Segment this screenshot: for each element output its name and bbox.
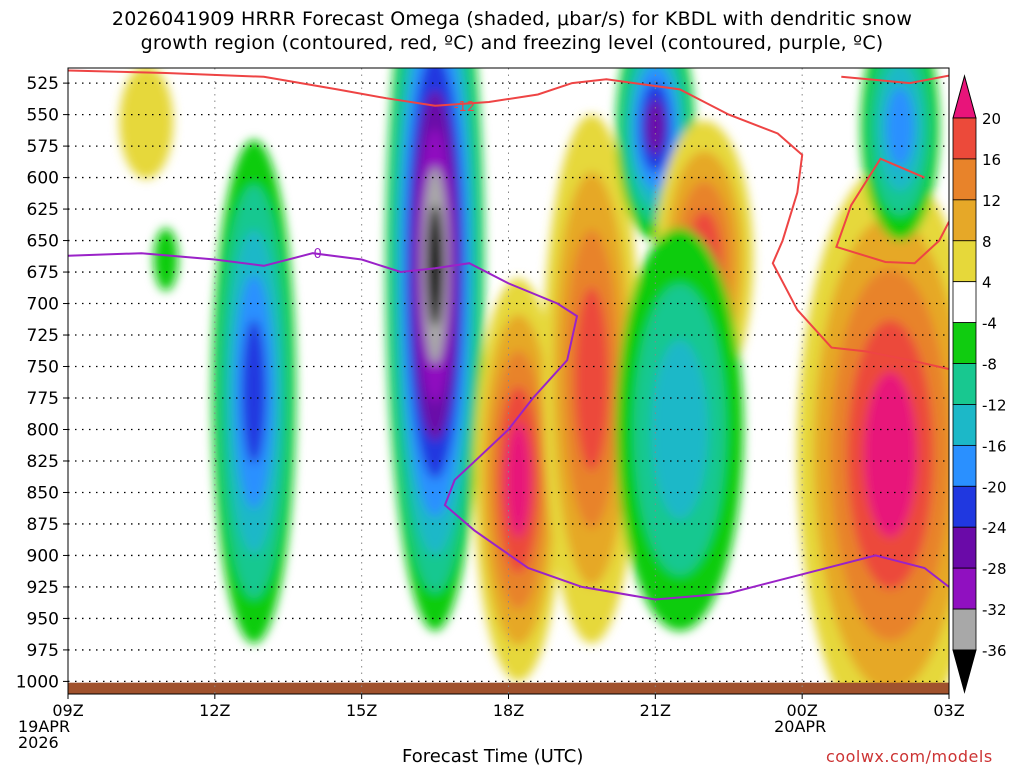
colorbar-bin [952,240,977,283]
x-tick-label: 18Z [493,701,524,720]
y-tick-label: 800 [27,420,59,440]
freezing-level-contour [68,252,949,601]
y-tick-label: 850 [27,483,59,503]
colorbar-bin [952,363,977,405]
colorbar-label: 12 [982,192,1001,210]
colorbar-label: 8 [982,233,992,251]
contour-lines: -12 0 [68,69,949,601]
colorbar: 20 16 12 8 4 -4 -8 -12 -16 -20 -24 -28 -32 -36 [952,74,1007,694]
omega-region-sinking-low-level [505,422,531,538]
y-tick-label: 600 [27,169,59,189]
y-tick-label: 775 [27,389,59,409]
x-tick-label: 12Z [199,701,230,720]
colorbar-label: -28 [982,560,1007,578]
colorbar-label: -36 [982,642,1007,660]
colorbar-bin [952,322,977,364]
y-tick-label: 975 [27,641,59,661]
omega-field [119,68,949,694]
x-tick-label: 15Z [346,701,377,720]
x-tick-label: 09Z [52,701,83,720]
omega-region-sinking-core [119,68,174,179]
x-tick-label: 2026 [18,733,59,752]
y-tick-label: 575 [27,137,59,157]
colorbar-label: 4 [982,274,992,292]
grid-lines [68,68,949,694]
colorbar-bin [952,117,977,160]
colorbar-bin [952,404,977,446]
chart-title-line1: 2026041909 HRRR Forecast Omega (shaded, … [111,8,913,30]
chart-title-line2: growth region (contoured, red, ºC) and f… [140,32,884,54]
omega-region-early-rising [242,319,266,464]
omega-region-strong-rising-core [426,204,444,327]
colorbar-bin [952,567,977,610]
omega-shading [68,68,949,694]
y-tick-label: 675 [27,263,59,283]
y-tick-label: 750 [27,358,59,378]
y-tick-label: 875 [27,515,59,535]
y-tick-label: 950 [27,609,59,629]
y-tick-label: 1000 [16,672,59,692]
dgz-contour-right [835,157,949,265]
colorbar-label: -4 [982,315,997,333]
colorbar-bottom-arrow [952,649,977,694]
colorbar-bin [952,485,977,528]
y-tick-label: 550 [27,106,59,126]
y-tick-label: 925 [27,578,59,598]
x-tick-label: 19APR [18,717,70,736]
colorbar-label: -20 [982,478,1007,496]
colorbar-label: -8 [982,356,997,374]
colorbar-bin [952,199,977,242]
x-axis-label: Forecast Time (UTC) [402,746,584,767]
x-tick-label: 03Z [933,701,964,720]
y-tick-label: 725 [27,326,59,346]
colorbar-top-arrow [952,74,977,119]
colorbar-label: -12 [982,396,1007,414]
dgz-contour [68,69,949,370]
y-tick-label: 825 [27,452,59,472]
x-tick-label: 21Z [640,701,671,720]
x-tick-label: 20APR [774,717,826,736]
x-tick-label: 00Z [787,701,818,720]
omega-region-sinking-late-core [863,371,917,538]
colorbar-bin [952,158,977,201]
colorbar-label: -16 [982,437,1007,455]
dgz-label: -12 [454,100,475,115]
colorbar-label: 16 [982,151,1001,169]
colorbar-bin [952,281,977,324]
y-tick-label: 625 [27,200,59,220]
colorbar-label: 20 [982,110,1001,128]
y-tick-label: 900 [27,546,59,566]
y-tick-label: 700 [27,295,59,315]
y-axis: 525 550 575 600 625 650 675 700 725 750 775 800 825 8… [16,74,68,692]
omega-region-rising-late-upper [886,87,914,167]
omega-region-sinking-mid [574,287,609,472]
y-tick-label: 650 [27,232,59,252]
dgz-contour-upper [841,74,949,85]
colorbar-bin [952,526,977,569]
colorbar-label: -32 [982,601,1007,619]
ground-band [68,682,949,694]
colorbar-label: -24 [982,519,1007,537]
colorbar-bin [952,608,977,651]
freezing-level-label: 0 [313,247,321,262]
colorbar-bin [952,444,977,487]
omega-region-weak-rising [153,227,179,291]
y-tick-label: 525 [27,74,59,94]
credit-link[interactable]: coolwx.com/models [826,747,993,766]
omega-region-rising-mid [651,339,709,520]
